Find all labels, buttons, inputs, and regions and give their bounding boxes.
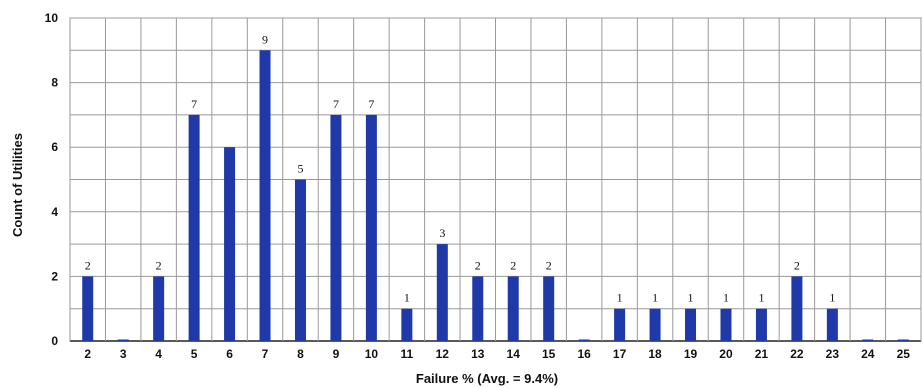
bar (755, 308, 767, 341)
bar-value-label: 7 (191, 97, 197, 111)
bar (330, 114, 342, 342)
bar-value-label: 1 (758, 291, 764, 305)
bar (862, 339, 874, 341)
x-tick-label: 2 (84, 347, 91, 361)
x-tick-label: 10 (365, 347, 379, 361)
x-tick-label: 25 (897, 347, 911, 361)
x-tick-label: 24 (861, 347, 875, 361)
x-tick-labels: 2 3 4 5 6 7 8 9 10 11 12 13 14 15 16 17 18 19 20 21 22 23 24 25 (84, 347, 910, 361)
grid (69, 17, 922, 342)
bar (614, 308, 626, 341)
data-labels: 2 2 7 9 5 7 7 1 3 2 2 2 1 1 1 1 1 2 1 (85, 32, 836, 304)
bar (720, 308, 732, 341)
x-tick-label: 8 (297, 347, 304, 361)
bar (294, 179, 306, 341)
bar (117, 339, 129, 341)
bar (224, 147, 236, 341)
bars (82, 50, 909, 342)
bar-value-label: 2 (156, 258, 162, 272)
bar (401, 308, 413, 341)
bar-value-label: 1 (723, 291, 729, 305)
bar-value-label: 2 (546, 258, 552, 272)
x-tick-label: 22 (790, 347, 804, 361)
bar (82, 276, 94, 341)
x-tick-label: 23 (826, 347, 840, 361)
x-tick-label: 18 (648, 347, 662, 361)
bar-value-label: 1 (652, 291, 658, 305)
bar-value-label: 5 (297, 162, 303, 176)
y-tick-label: 0 (51, 334, 58, 348)
bar (791, 276, 803, 341)
x-tick-label: 4 (155, 347, 162, 361)
x-tick-label: 14 (507, 347, 521, 361)
bar (649, 308, 661, 341)
bar (259, 50, 271, 342)
x-tick-label: 15 (542, 347, 556, 361)
bar-value-label: 2 (510, 258, 516, 272)
x-tick-label: 12 (436, 347, 450, 361)
bar-value-label: 2 (85, 258, 91, 272)
bar-value-label: 7 (333, 97, 339, 111)
bar-value-label: 1 (404, 291, 410, 305)
x-tick-label: 9 (333, 347, 340, 361)
y-tick-label: 8 (51, 76, 58, 90)
bar-value-label: 3 (439, 226, 445, 240)
bar (685, 308, 697, 341)
bar (436, 244, 448, 341)
x-axis-title: Failure % (Avg. = 9.4%) (416, 371, 558, 386)
y-axis-title: Count of Utilities (10, 133, 25, 237)
bar (826, 308, 838, 341)
x-tick-label: 7 (262, 347, 269, 361)
x-tick-label: 11 (401, 347, 414, 361)
y-tick-labels: 0 2 4 6 8 10 (45, 11, 59, 348)
bar (578, 339, 590, 341)
y-tick-label: 2 (51, 269, 58, 283)
x-tick-label: 13 (471, 347, 485, 361)
bar (472, 276, 484, 341)
bar (188, 114, 200, 342)
bar (897, 339, 909, 341)
y-tick-label: 6 (51, 140, 58, 154)
bar (365, 114, 377, 342)
bar (153, 276, 165, 341)
x-tick-label: 17 (613, 347, 627, 361)
bar (543, 276, 555, 341)
y-tick-label: 10 (45, 11, 59, 25)
x-tick-label: 19 (684, 347, 698, 361)
y-tick-label: 4 (51, 205, 58, 219)
x-tick-label: 6 (226, 347, 233, 361)
bar-value-label: 2 (475, 258, 481, 272)
bar-value-label: 2 (794, 258, 800, 272)
x-tick-label: 20 (719, 347, 733, 361)
bar-value-label: 1 (688, 291, 694, 305)
x-tick-label: 21 (755, 347, 769, 361)
bar (507, 276, 519, 341)
x-tick-label: 3 (120, 347, 127, 361)
bar-value-label: 9 (262, 32, 268, 46)
bar-value-label: 1 (617, 291, 623, 305)
bar-value-label: 1 (829, 291, 835, 305)
bar-value-label: 7 (368, 97, 374, 111)
x-tick-label: 5 (191, 347, 198, 361)
x-tick-label: 16 (577, 347, 591, 361)
